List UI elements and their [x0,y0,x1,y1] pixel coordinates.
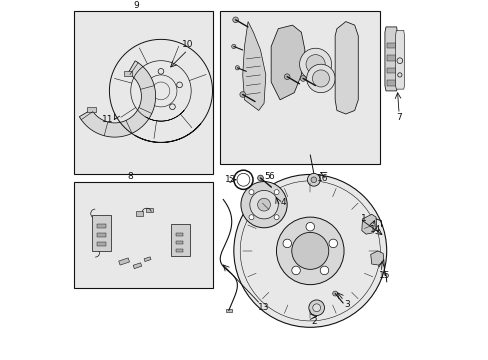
Bar [386,55,395,61]
Circle shape [312,304,320,312]
Text: 5: 5 [264,172,270,181]
Circle shape [299,48,331,80]
Bar [175,241,183,244]
Polygon shape [242,22,265,111]
Circle shape [248,215,253,220]
Polygon shape [79,61,155,137]
Text: 11: 11 [102,115,113,124]
Text: 14: 14 [369,225,381,234]
Circle shape [312,70,329,87]
Circle shape [284,74,289,80]
Text: 8: 8 [127,172,133,181]
Circle shape [248,190,253,195]
Bar [123,71,132,76]
Text: 4: 4 [280,198,286,207]
Polygon shape [370,251,383,265]
Text: 7: 7 [395,113,401,122]
Bar [225,309,231,312]
Circle shape [240,91,245,97]
Bar [74,181,212,288]
Text: 6: 6 [268,172,273,181]
Polygon shape [361,214,376,234]
Polygon shape [384,27,397,91]
Circle shape [276,217,344,285]
Polygon shape [334,22,358,114]
Bar [136,211,143,216]
Circle shape [310,177,316,183]
Text: 10: 10 [182,40,193,49]
Bar [386,43,395,48]
Circle shape [241,181,286,228]
Text: 12: 12 [224,175,236,184]
Text: 16: 16 [316,174,328,183]
Bar [145,208,152,212]
Circle shape [328,239,337,248]
Circle shape [320,266,328,275]
Circle shape [274,215,279,220]
Circle shape [257,175,263,181]
Bar [97,233,105,237]
Circle shape [305,222,314,231]
Bar [133,263,142,269]
Circle shape [233,175,386,327]
Bar [386,80,395,86]
Circle shape [283,239,291,248]
Circle shape [274,190,279,195]
Circle shape [291,266,300,275]
Circle shape [291,233,328,269]
Bar [170,224,190,256]
Text: 15: 15 [378,271,390,280]
Circle shape [332,291,337,296]
Circle shape [305,55,325,74]
Text: 3: 3 [344,300,350,309]
Bar [219,11,379,164]
Circle shape [306,64,334,93]
Circle shape [307,174,320,186]
Bar [175,249,183,252]
Circle shape [300,76,305,81]
Bar [74,11,212,175]
Circle shape [249,190,278,219]
Polygon shape [395,31,404,89]
Text: 13: 13 [258,303,269,312]
Polygon shape [271,25,305,100]
Bar [119,258,129,265]
Bar [386,68,395,73]
Circle shape [308,300,324,316]
Bar [97,224,105,228]
Circle shape [232,17,238,23]
Bar [144,257,151,262]
Bar [175,233,183,236]
Bar [97,242,105,246]
Text: 1: 1 [360,215,366,224]
Circle shape [235,66,239,70]
Bar [87,107,96,112]
Bar [91,215,111,251]
Circle shape [257,198,270,211]
Text: 2: 2 [310,318,316,327]
Circle shape [231,44,236,49]
Text: 9: 9 [133,1,139,10]
